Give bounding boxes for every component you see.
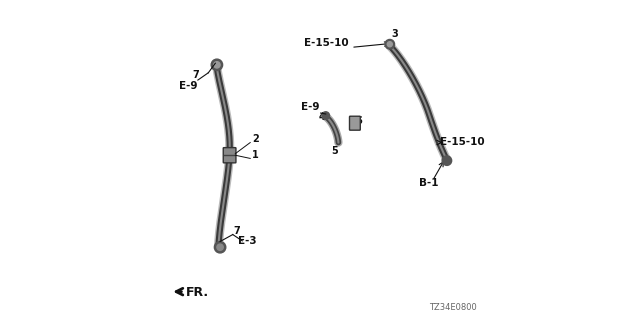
FancyBboxPatch shape [349, 116, 360, 130]
Circle shape [217, 244, 223, 251]
Text: E-3: E-3 [238, 236, 257, 246]
Circle shape [387, 42, 392, 47]
Text: 3: 3 [392, 29, 399, 39]
Text: E-9: E-9 [179, 81, 198, 91]
Text: E-9: E-9 [301, 102, 319, 112]
Text: 6: 6 [355, 116, 362, 126]
Text: E-15-10: E-15-10 [304, 38, 349, 48]
Text: B-1: B-1 [419, 178, 438, 188]
Text: 1: 1 [252, 150, 259, 160]
Text: 7: 7 [192, 70, 198, 80]
Text: 2: 2 [252, 134, 259, 144]
Text: 5: 5 [331, 146, 338, 156]
Text: 7: 7 [233, 226, 240, 236]
Circle shape [322, 112, 330, 119]
Text: 4: 4 [319, 112, 326, 122]
Text: FR.: FR. [186, 286, 209, 299]
Text: TZ34E0800: TZ34E0800 [429, 303, 477, 312]
Circle shape [211, 59, 223, 70]
Circle shape [214, 62, 220, 68]
Circle shape [442, 156, 452, 165]
Circle shape [214, 242, 226, 253]
Text: E-15-10: E-15-10 [440, 137, 484, 147]
FancyBboxPatch shape [223, 148, 236, 163]
Circle shape [385, 39, 394, 49]
